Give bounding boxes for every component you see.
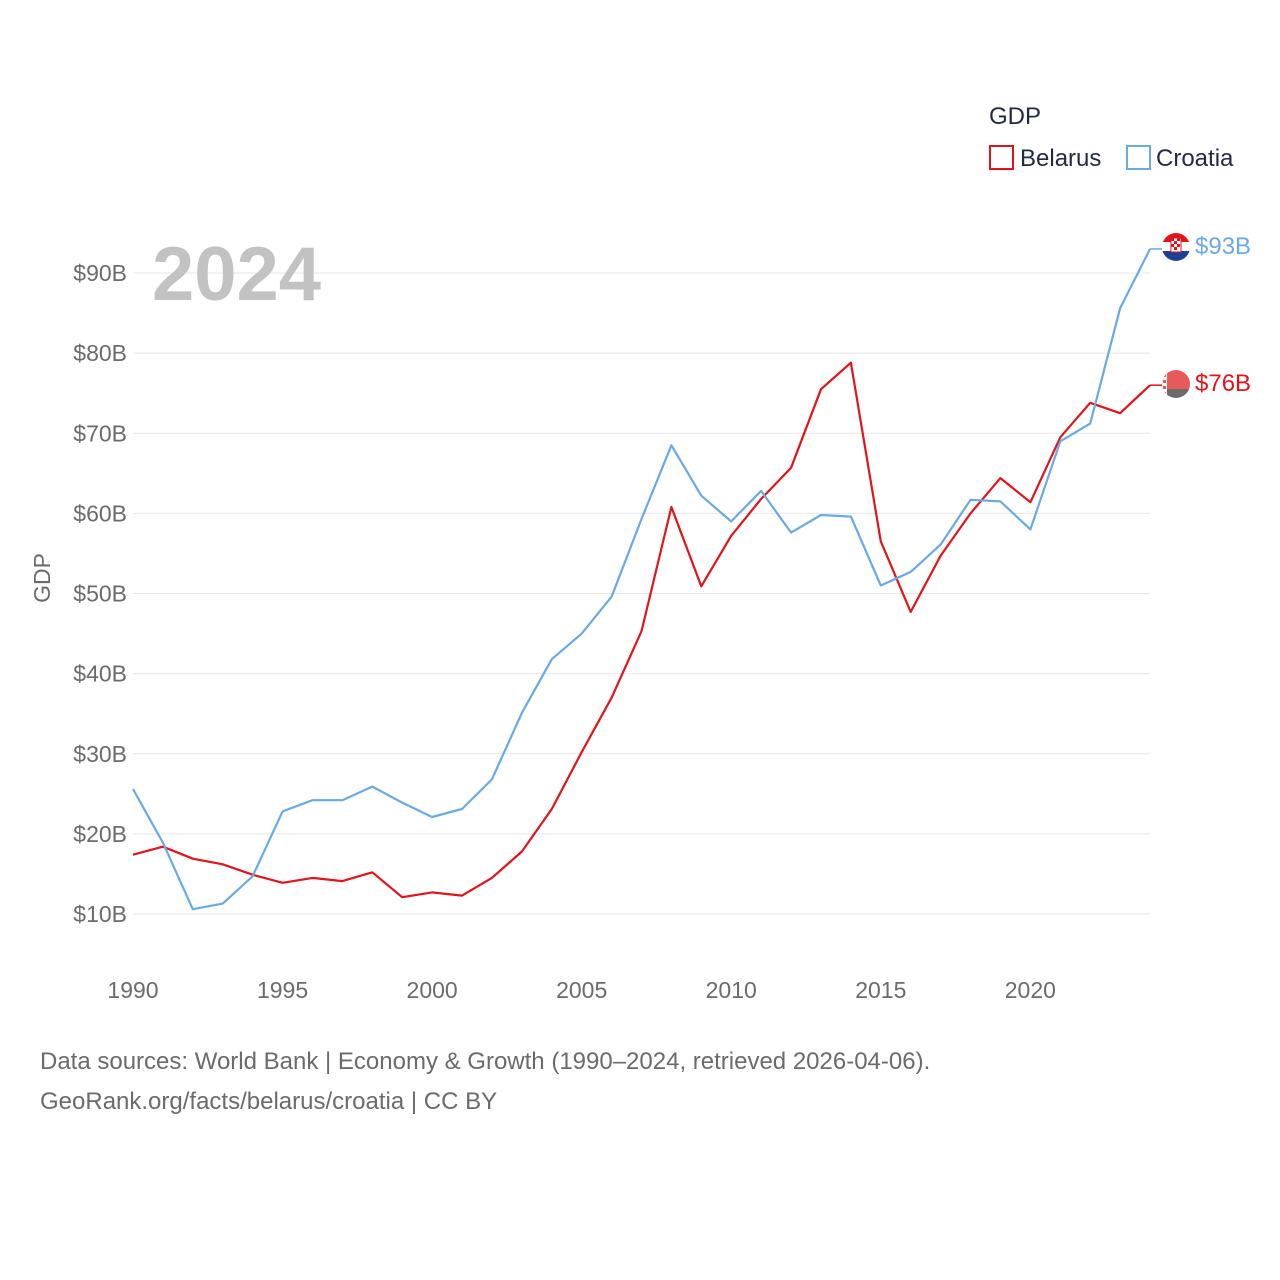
- y-tick-label: $70B: [73, 420, 127, 446]
- x-tick-label: 1990: [107, 977, 158, 1003]
- y-tick-label: $10B: [73, 901, 127, 927]
- belarus-end-label: $76B: [1195, 370, 1251, 397]
- series-line-belarus: [132, 361, 1151, 899]
- y-tick-label: $20B: [73, 821, 127, 847]
- croatia-end-label: $93B: [1195, 233, 1251, 260]
- y-axis-label: GDP: [29, 553, 55, 603]
- source-line-1: Data sources: World Bank | Economy & Gro…: [40, 1048, 931, 1075]
- x-tick-label: 2010: [706, 977, 757, 1003]
- x-tick-label: 1995: [257, 977, 308, 1003]
- source-note: Data sources: World Bank | Economy & Gro…: [40, 1042, 930, 1122]
- croatia-flag-icon: [1162, 233, 1190, 261]
- belarus-flag-icon: [1162, 370, 1190, 398]
- legend-title: GDP: [989, 103, 1041, 130]
- legend: GDP Belarus Croatia: [989, 103, 1234, 172]
- legend-label-croatia: Croatia: [1156, 145, 1234, 172]
- legend-swatch-belarus: [989, 145, 1014, 170]
- x-tick-label: 2000: [407, 977, 458, 1003]
- y-tick-label: $60B: [73, 500, 127, 526]
- source-line-2: GeoRank.org/facts/belarus/croatia | CC B…: [40, 1088, 498, 1115]
- gdp-line-chart: $10B $20B $30B $40B $50B $60B $70B $80B $90B 199…: [29, 103, 1251, 1003]
- x-tick-label: 2020: [1005, 977, 1056, 1003]
- legend-swatch-croatia: [1126, 145, 1151, 170]
- year-label: 2024: [152, 232, 321, 317]
- y-tick-label: $30B: [73, 741, 127, 767]
- x-tick-label: 2005: [556, 977, 607, 1003]
- y-tick-label: $80B: [73, 340, 127, 366]
- y-tick-label: $90B: [73, 260, 127, 286]
- series-line-croatia: [132, 248, 1151, 911]
- y-tick-label: $50B: [73, 581, 127, 607]
- y-tick-label: $40B: [73, 661, 127, 687]
- legend-label-belarus: Belarus: [1020, 145, 1101, 172]
- x-tick-label: 2015: [855, 977, 906, 1003]
